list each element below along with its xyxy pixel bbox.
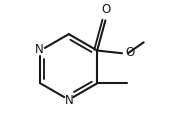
Text: O: O [101,3,111,16]
Text: O: O [125,47,135,59]
Text: N: N [35,43,44,56]
Text: N: N [65,94,74,107]
